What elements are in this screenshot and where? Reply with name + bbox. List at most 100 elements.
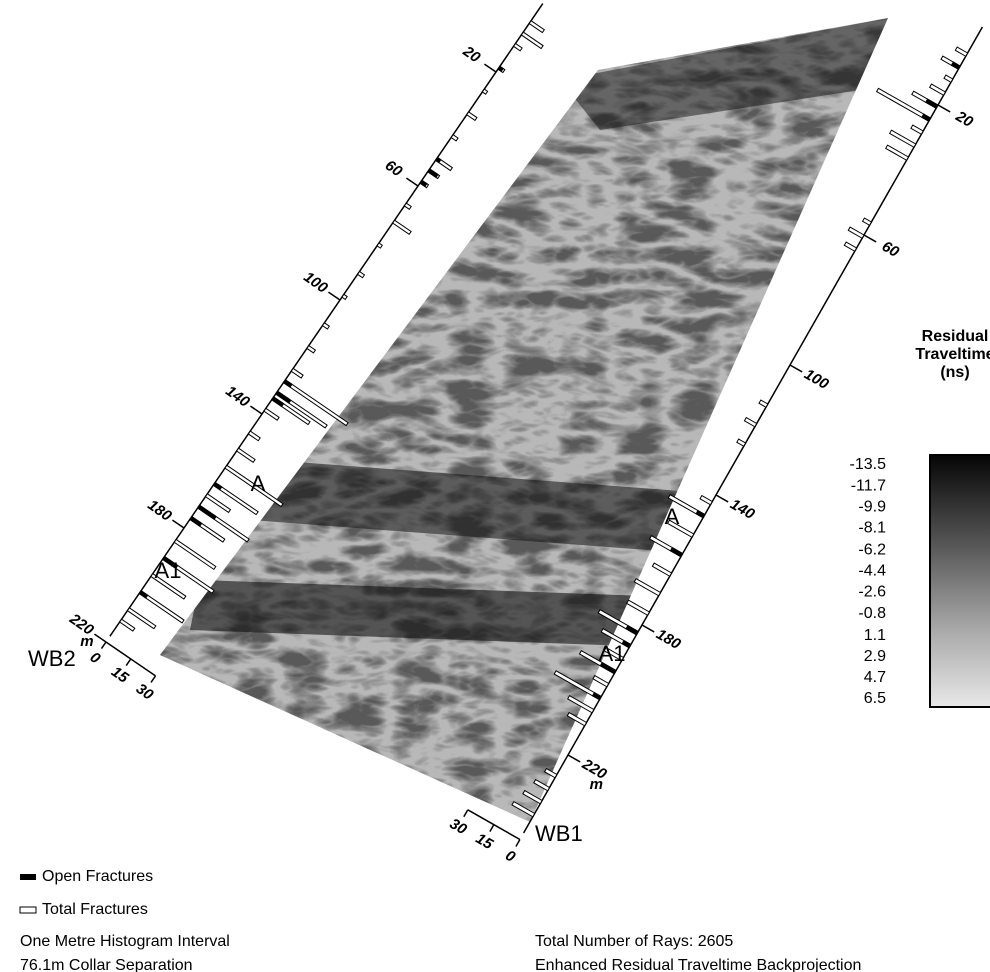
total-fracture-bar [467,112,477,120]
colorbar-label: -4.4 [858,563,886,580]
depth-tick [642,625,654,632]
count-label: 0 [87,649,104,668]
well-name: WB1 [535,821,583,846]
open-fracture-bar [213,482,222,489]
colorbar-label: -11.7 [851,477,886,494]
total-fracture-bar [955,47,967,56]
depth-tick [250,406,262,414]
note: One Metre Histogram Interval [20,933,230,950]
colorbar-title: (ns) [940,364,969,381]
colorbar-label: 4.7 [864,669,886,686]
total-fracture-bar [451,135,458,141]
total-fracture-bar [205,494,230,513]
legend-label: Open Fractures [42,868,153,885]
total-fracture-bar [307,346,316,353]
total-fracture-bar [863,218,872,225]
colorbar-label: -0.8 [858,605,886,622]
total-fracture-bar [634,579,660,596]
open-fracture-bar [670,548,682,557]
total-fracture-bar [393,220,411,234]
count-label: 30 [133,680,157,704]
open-fracture-bar [420,180,427,186]
open-fracture-bar [592,693,601,700]
count-label: 30 [447,815,471,838]
total-fracture-bar [844,242,856,251]
colorbar-label: 1.1 [864,627,886,644]
total-fracture-bar [593,676,609,687]
depth-label: 20 [952,107,976,131]
open-fracture-bar [139,591,148,598]
open-fracture-bar [198,505,216,519]
total-fracture-bar [848,227,864,238]
depth-tick [938,105,950,112]
zone-label: A1 [155,558,182,583]
well-name: WB2 [28,646,76,671]
zone-label: A [665,504,680,529]
open-fracture-bar [283,380,292,387]
colorbar-label: -8.1 [858,519,886,536]
total-fracture-bar [890,130,916,147]
total-fracture-bar [514,44,523,51]
total-fracture-bar [930,84,946,95]
depth-tick [94,634,106,642]
legend-label: Total Fractures [42,901,148,918]
total-fracture-bar [744,418,756,427]
count-tick [126,659,131,666]
zone-label: A [251,471,266,496]
depth-label: 180 [144,496,175,525]
depth-unit: m [590,776,603,793]
total-fracture-bar [291,368,303,378]
note: Total Number of Rays: 2605 [535,933,733,950]
depth-tick [484,64,496,72]
colorbar-label: -2.6 [858,584,886,601]
colorbar-label: -6.2 [858,542,886,559]
total-fracture-bar [911,125,923,134]
tomogram [150,10,900,830]
colorbar-title: Traveltime [915,346,990,363]
depth-tick [568,755,580,762]
depth-label: 140 [222,382,253,411]
total-fracture-bar [358,272,365,278]
note: 76.1m Collar Separation [20,957,193,972]
open-fracture-bar [696,511,705,518]
count-tick [490,825,494,832]
open-fracture-bar [922,114,931,121]
depth-tick [716,495,728,502]
total-fracture-bar [886,145,909,160]
depth-label: 180 [653,626,684,654]
colorbar-label: 6.5 [864,690,886,707]
count-label: 15 [108,663,132,687]
depth-unit: m [80,633,93,650]
open-fracture-bar [626,626,638,635]
colorbar-label: 2.9 [864,648,886,665]
total-fracture-bar [700,496,712,505]
open-fracture-bar [428,169,438,177]
total-fracture-bar [737,439,746,446]
depth-label: 100 [300,268,331,297]
depth-tick [406,178,418,186]
open-fracture-bar [190,517,202,527]
total-fracture-bar [237,448,255,462]
total-fracture-bar [120,619,135,631]
depth-tick [864,235,876,242]
depth-label: 140 [727,496,758,524]
note: Enhanced Residual Traveltime Backproject… [535,957,861,972]
total-fracture-bar [322,323,329,329]
open-fracture-bar [926,99,938,108]
total-fracture-bar [652,563,671,576]
count-tick [151,676,156,683]
count-label: 0 [502,847,518,866]
legend-open-symbol [20,874,36,880]
total-fracture-bar [248,431,260,441]
depth-label: 20 [459,42,484,66]
depth-tick [790,365,802,372]
colorbar-label: -9.9 [858,498,886,515]
count-label: 15 [473,830,497,853]
total-fracture-bar [529,21,544,33]
depth-tick [328,292,340,300]
legend-total-symbol [20,907,36,913]
depth-tick [172,520,184,528]
zone-label: A1 [599,641,626,666]
figure: 2060100140180220m01530WB2206010014018022… [0,0,990,972]
colorbar [930,455,990,707]
